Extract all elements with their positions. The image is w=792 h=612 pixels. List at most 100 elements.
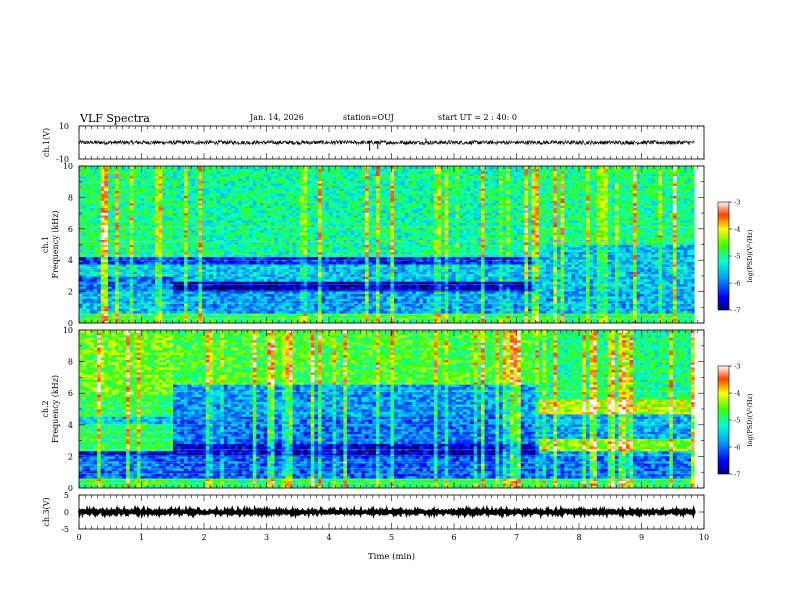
ch1-spectrogram-cell: [126, 315, 131, 319]
ch1-spectrogram-cell: [296, 227, 301, 231]
ch1-spectrogram-cell: [136, 303, 141, 307]
ch1-spectrogram-cell: [97, 183, 102, 187]
ch1-spectrogram-cell: [307, 175, 312, 179]
ch1-spectrogram-cell: [339, 259, 344, 263]
ch1-spectrogram-cell: [79, 310, 84, 314]
ch1-spectrogram-cell: [318, 178, 323, 182]
ch1-spectrogram-cell: [292, 266, 297, 270]
ch1-spectrogram-cell: [332, 205, 337, 209]
ch1-spectrogram-cell: [187, 264, 192, 267]
ch1-spectrogram-cell: [173, 300, 178, 304]
ch1-spectrogram-cell: [100, 261, 105, 265]
ch1-spectrogram-cell: [325, 264, 330, 267]
ch1-spectrogram-cell: [289, 166, 294, 169]
ch1-spectrogram-cell: [318, 215, 323, 218]
ch1-spectrogram-cell: [336, 254, 341, 258]
ch1-spectrogram-cell: [165, 185, 170, 189]
ch1-spectrogram-cell: [278, 178, 283, 182]
ch1-spectrogram-cell: [118, 185, 123, 189]
ch1-spectrogram-cell: [260, 210, 265, 214]
ch1-spectrogram-cell: [328, 264, 333, 267]
ch1-spectrogram-cell: [151, 229, 156, 233]
ch1-spectrogram-cell: [158, 224, 163, 228]
ch1-spectrogram-cell: [165, 178, 170, 182]
ch1-spectrogram-cell: [234, 271, 239, 275]
ch1-spectrogram-cell: [256, 239, 261, 243]
ch1-spectrogram-cell: [107, 281, 112, 285]
ch1-spectrogram-cell: [220, 251, 225, 255]
ch1-spectrogram-cell: [234, 315, 239, 319]
ch1-spectrogram-cell: [89, 276, 94, 280]
ch1-spectrogram-cell: [97, 266, 102, 270]
ch1-spectrogram-cell: [357, 308, 362, 312]
ch1-spectrogram-cell: [350, 269, 355, 272]
ch1-spectrogram-cell: [231, 185, 236, 189]
ch1-spectrogram-cell: [321, 320, 326, 324]
ch1-spectrogram-cell: [100, 318, 105, 321]
ch1-spectrogram-cell: [216, 305, 221, 309]
ch1-spectrogram-cell: [252, 222, 257, 226]
ch1-spectrogram-cell: [151, 215, 156, 218]
ch1-spectrogram-cell: [357, 300, 362, 304]
ch1-spectrogram-cell: [310, 288, 315, 292]
ch1-spectrogram-cell: [100, 170, 105, 174]
ch1-spectrogram-cell: [270, 200, 275, 204]
ch1-spectrogram-cell: [180, 205, 185, 209]
ch1-spectrogram-cell: [350, 266, 355, 270]
ch1-spectrogram-cell: [162, 224, 167, 228]
ch1-spectrogram-cell: [180, 310, 185, 314]
ch1-spectrogram-cell: [321, 256, 326, 260]
ch1-spectrogram-cell: [191, 178, 196, 182]
ch1-spectrogram-cell: [155, 320, 160, 324]
ch1-spectrogram-cell: [285, 259, 290, 263]
ch1-spectrogram-cell: [249, 168, 254, 172]
ch1-spectrogram-cell: [191, 310, 196, 314]
ch1-spectrogram-cell: [281, 219, 286, 223]
ch1-spectrogram-cell: [155, 288, 160, 292]
ch1-spectrogram-cell: [227, 271, 232, 275]
ch1-spectrogram-cell: [357, 229, 362, 233]
ch1-spectrogram-cell: [357, 207, 362, 211]
ch1-spectrogram-cell: [194, 310, 199, 314]
ch1-spectrogram-cell: [270, 286, 275, 290]
ch1-spectrogram-cell: [249, 200, 254, 204]
ch1-spectrogram-cell: [263, 315, 268, 319]
ch1-spectrogram-cell: [151, 278, 156, 282]
ch1-spectrogram-cell: [147, 195, 152, 199]
ch1-spectrogram-cell: [100, 320, 105, 324]
ch1-spectrogram-cell: [263, 303, 268, 307]
ch1-spectrogram-cell: [238, 286, 243, 290]
ch1-spectrogram-cell: [343, 305, 348, 309]
ch1-spectrogram-cell: [176, 254, 181, 258]
ch1-spectrogram-cell: [252, 173, 257, 177]
ch1-spectrogram-cell: [126, 170, 131, 174]
ch1-spectrogram-cell: [162, 202, 167, 206]
ch1-spectrogram-cell: [256, 318, 261, 321]
ch1-spectrogram-cell: [86, 296, 91, 299]
ch1-spectrogram-cell: [169, 313, 174, 317]
ch1-spectrogram-cell: [274, 242, 279, 245]
ch1-spectrogram-cell: [140, 234, 145, 238]
ch1-spectrogram-cell: [147, 259, 152, 263]
ch1-spectrogram-cell: [289, 291, 294, 294]
ch1-spectrogram-cell: [126, 168, 131, 172]
ch1-spectrogram-cell: [79, 313, 84, 317]
ch1-spectrogram-cell: [140, 305, 145, 309]
ch1-spectrogram-cell: [332, 202, 337, 206]
ch1-spectrogram-cell: [191, 210, 196, 214]
ch1-spectrogram-cell: [107, 264, 112, 267]
ch1-spectrogram-cell: [307, 173, 312, 177]
ch1-spectrogram-cell: [111, 237, 116, 240]
ch1-spectrogram-cell: [325, 305, 330, 309]
ch1-spectrogram-cell: [299, 271, 304, 275]
ch1-spectrogram-cell: [187, 192, 192, 196]
ch1-spectrogram-cell: [339, 192, 344, 196]
ch1-spectrogram-cell: [173, 266, 178, 270]
ch1-spectrogram-cell: [155, 283, 160, 287]
ch1-spectrogram-cell: [86, 264, 91, 267]
ch1-spectrogram-cell: [140, 180, 145, 184]
ch1-spectrogram-cell: [303, 254, 308, 258]
ch1-spectrogram-cell: [274, 259, 279, 263]
ch1-spectrogram-cell: [256, 261, 261, 265]
ch1-spectrogram-cell: [227, 305, 232, 309]
